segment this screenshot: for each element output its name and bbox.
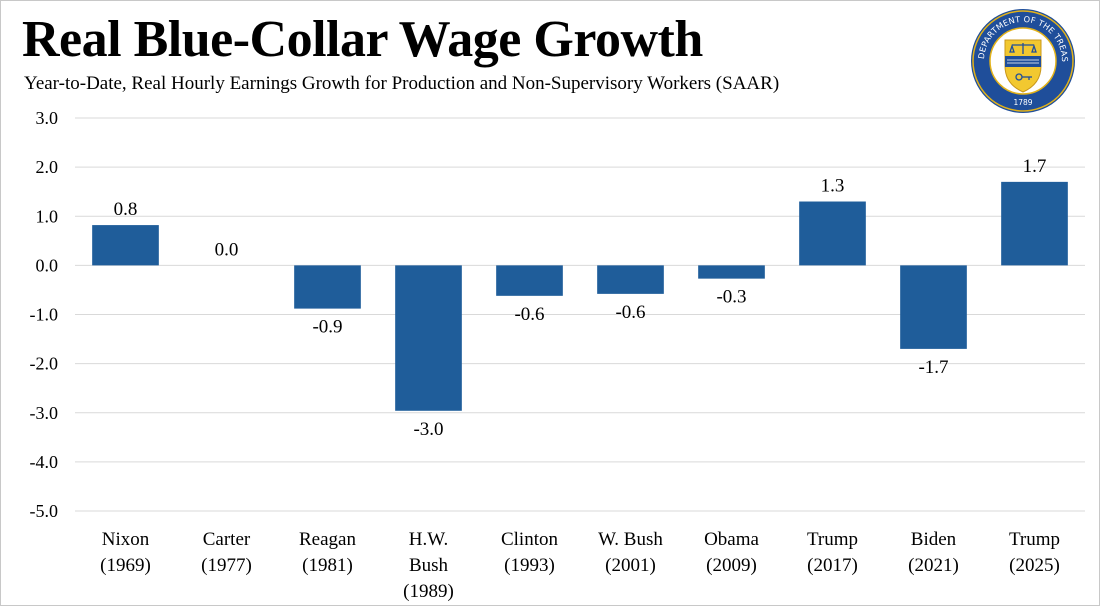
bar <box>900 265 967 349</box>
y-tick-label: -4.0 <box>30 452 59 472</box>
bar <box>294 265 361 309</box>
y-tick-label: 3.0 <box>36 108 59 128</box>
data-label: 1.7 <box>1023 156 1047 177</box>
treasury-seal-icon: THE DEPARTMENT OF THE TREASURY 1789 <box>970 8 1075 113</box>
bar <box>698 265 765 279</box>
x-category-label: Trump (2017) <box>807 529 858 576</box>
x-category-label: Trump (2025) <box>1009 529 1060 576</box>
data-label: 1.3 <box>821 176 845 197</box>
y-tick-label: 1.0 <box>36 206 59 226</box>
x-category-label: H.W. Bush (1989) <box>403 529 454 602</box>
y-tick-label: 0.0 <box>36 255 59 275</box>
bar <box>597 265 664 294</box>
x-category-label: Nixon (1969) <box>100 529 151 576</box>
y-tick-label: -1.0 <box>30 305 59 325</box>
bar <box>395 265 462 411</box>
data-label: -0.9 <box>312 317 342 338</box>
bar <box>1001 181 1068 266</box>
data-labels: 0.8 0.0 -0.9 -3.0 -0.6 -0.6 -0.3 1.3 -1.7 1.7 <box>114 156 1047 440</box>
y-tick-label: -5.0 <box>30 501 59 521</box>
data-label: -0.6 <box>615 302 645 323</box>
bar <box>496 265 563 296</box>
chart-subtitle: Year-to-Date, Real Hourly Earnings Growt… <box>24 73 780 94</box>
y-axis-ticks: 3.0 2.0 1.0 0.0 -1.0 -2.0 -3.0 -4.0 -5.0 <box>30 108 59 521</box>
x-axis-categories: Nixon (1969) Carter (1977) Reagan (1981) H.W. B… <box>100 529 1060 602</box>
x-category-label: Reagan (1981) <box>299 529 356 576</box>
x-category-label: Obama (2009) <box>704 529 759 576</box>
x-category-label: W. Bush (2001) <box>598 529 663 576</box>
data-label: -1.7 <box>918 357 948 378</box>
chart-title: Real Blue-Collar Wage Growth <box>22 11 703 68</box>
x-category-label: Biden (2021) <box>908 529 959 576</box>
x-category-label: Clinton (1993) <box>501 529 559 576</box>
y-tick-label: 2.0 <box>36 157 59 177</box>
data-label: 0.8 <box>114 199 138 220</box>
bar <box>799 201 866 266</box>
bars <box>92 181 1068 411</box>
y-tick-label: -3.0 <box>30 403 59 423</box>
svg-text:1789: 1789 <box>1013 98 1032 107</box>
bar <box>92 225 159 266</box>
data-label: -0.6 <box>514 304 544 325</box>
data-label: -3.0 <box>413 419 443 440</box>
x-category-label: Carter (1977) <box>201 529 252 576</box>
y-tick-label: -2.0 <box>30 354 59 374</box>
data-label: -0.3 <box>716 287 746 308</box>
data-label: 0.0 <box>215 239 239 260</box>
